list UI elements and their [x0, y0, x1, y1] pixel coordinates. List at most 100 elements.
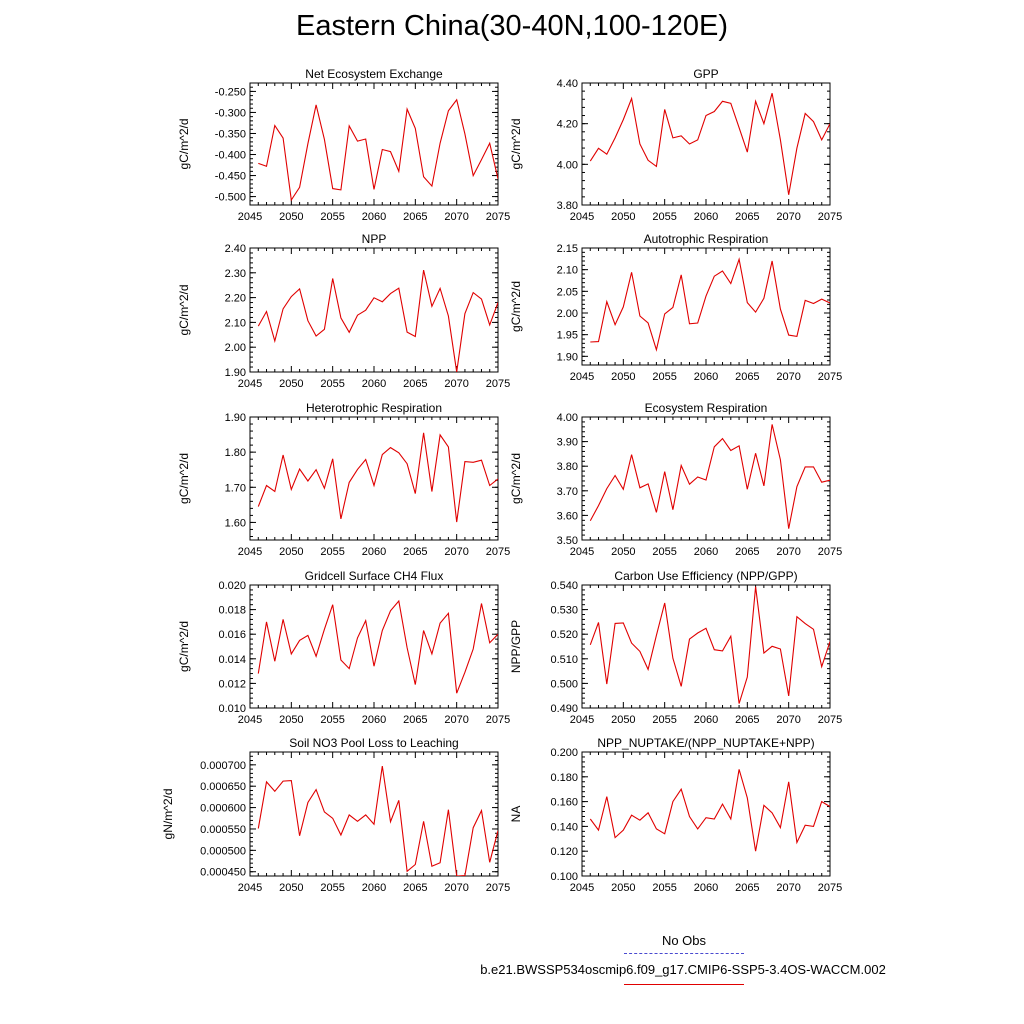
x-tick-label: 2055	[652, 546, 676, 558]
panel-5: Heterotrophic Respiration gC/m^2/d 2045 205…	[177, 401, 510, 558]
y-tick-label: 0.016	[218, 629, 246, 641]
legend-case-line	[624, 984, 744, 985]
y-tick-label: -0.250	[215, 86, 246, 98]
y-tick-label: 0.200	[550, 747, 578, 759]
panel-title: Gridcell Surface CH4 Flux	[305, 569, 444, 583]
plot-frame	[581, 82, 831, 206]
panel-title: NPP_NUPTAKE/(NPP_NUPTAKE+NPP)	[597, 736, 814, 750]
y-tick-label: 0.120	[550, 846, 578, 858]
series-line	[589, 586, 830, 704]
x-tick-label: 2070	[444, 211, 468, 223]
panel-title: Autotrophic Respiration	[644, 232, 769, 246]
y-tick-label: 1.60	[225, 517, 246, 529]
y-tick-label: 3.70	[557, 486, 578, 498]
y-tick-label: 4.20	[557, 119, 578, 131]
series-line	[257, 599, 498, 694]
y-tick-label: 0.140	[550, 821, 578, 833]
y-tick-label: 0.490	[550, 703, 578, 715]
series-line	[257, 269, 498, 372]
legend-obs-label: No Obs	[661, 933, 707, 948]
y-tick-label: 0.000700	[200, 760, 246, 772]
x-tick-label: 2050	[279, 882, 303, 894]
x-tick-label: 2045	[238, 546, 262, 558]
x-tick-label: 2045	[570, 211, 594, 223]
x-tick-label: 2075	[486, 882, 510, 894]
x-tick-label: 2070	[444, 378, 468, 390]
x-tick-label: 2045	[570, 882, 594, 894]
x-tick-label: 2060	[362, 882, 386, 894]
x-tick-label: 2055	[320, 378, 344, 390]
y-tick-label: 2.00	[557, 308, 578, 320]
x-tick-label: 2045	[570, 714, 594, 726]
series-line	[589, 424, 830, 529]
x-tick-label: 2060	[362, 378, 386, 390]
x-tick-label: 2045	[570, 546, 594, 558]
x-tick-label: 2070	[776, 546, 800, 558]
panel-7: Gridcell Surface CH4 Flux gC/m^2/d 2045 205…	[177, 569, 510, 726]
y-tick-label: 0.018	[218, 605, 246, 617]
x-tick-label: 2070	[776, 714, 800, 726]
panel-8: Carbon Use Efficiency (NPP/GPP) NPP/GPP 20…	[509, 569, 842, 726]
panel-title: NPP	[362, 232, 387, 246]
x-tick-label: 2050	[611, 546, 635, 558]
plot-frame	[249, 751, 499, 877]
x-tick-label: 2075	[486, 211, 510, 223]
panel-title: Heterotrophic Respiration	[306, 401, 442, 415]
panel-2: GPP gC/m^2/d 2045 2050 2055 2060 2065 2070 2075 3…	[509, 67, 842, 223]
y-tick-label: 1.90	[557, 351, 578, 363]
x-tick-label: 2045	[238, 882, 262, 894]
y-axis-label: gC/m^2/d	[177, 119, 191, 170]
x-tick-label: 2055	[320, 714, 344, 726]
y-tick-label: 3.50	[557, 535, 578, 547]
x-tick-label: 2065	[403, 714, 427, 726]
x-tick-label: 2060	[694, 714, 718, 726]
y-tick-label: 1.80	[225, 447, 246, 459]
y-tick-label: 0.012	[218, 678, 246, 690]
x-tick-label: 2055	[652, 211, 676, 223]
panel-title: Ecosystem Respiration	[645, 401, 768, 415]
y-axis-label: gC/m^2/d	[177, 285, 191, 336]
y-axis-label: NA	[509, 806, 523, 823]
y-tick-label: 0.000450	[200, 867, 246, 879]
x-tick-label: 2075	[818, 371, 842, 383]
x-tick-label: 2075	[486, 714, 510, 726]
y-tick-label: 2.20	[225, 293, 246, 305]
x-tick-label: 2065	[735, 371, 759, 383]
y-tick-label: 1.90	[225, 367, 246, 379]
panel-3: NPP gC/m^2/d 2045 2050 2055 2060 2065 2070 2075 1…	[177, 232, 510, 390]
panel-title: Carbon Use Efficiency (NPP/GPP)	[614, 569, 797, 583]
x-tick-label: 2070	[444, 882, 468, 894]
x-tick-label: 2070	[776, 211, 800, 223]
panel-6: Ecosystem Respiration gC/m^2/d 2045 2050 205…	[509, 401, 842, 558]
y-tick-label: 0.160	[550, 797, 578, 809]
y-tick-label: 0.000650	[200, 781, 246, 793]
x-tick-label: 2065	[735, 714, 759, 726]
panel-9: Soil NO3 Pool Loss to Leaching gN/m^2/d 20…	[161, 736, 510, 894]
y-axis-label: gN/m^2/d	[161, 789, 175, 840]
y-tick-label: 0.510	[550, 654, 578, 666]
x-tick-label: 2050	[279, 714, 303, 726]
y-tick-label: 0.180	[550, 772, 578, 784]
y-tick-label: 0.014	[218, 654, 246, 666]
x-tick-label: 2060	[362, 714, 386, 726]
y-tick-label: 3.80	[557, 200, 578, 212]
x-tick-label: 2065	[403, 546, 427, 558]
x-tick-label: 2055	[320, 546, 344, 558]
series-line	[589, 769, 830, 852]
y-tick-label: 1.70	[225, 482, 246, 494]
y-tick-label: 3.80	[557, 461, 578, 473]
panel-1: Net Ecosystem Exchange gC/m^2/d 2045 2050 20…	[177, 67, 510, 223]
x-tick-label: 2060	[694, 371, 718, 383]
y-axis-label: NPP/GPP	[509, 620, 523, 673]
x-tick-label: 2060	[362, 546, 386, 558]
series-line	[257, 766, 498, 876]
legend-case-label: b.e21.BWSSP534oscmip6.f09_g17.CMIP6-SSP5…	[480, 962, 886, 977]
x-tick-label: 2045	[570, 371, 594, 383]
plot-frame	[249, 247, 499, 373]
x-tick-label: 2065	[735, 546, 759, 558]
y-tick-label: 0.100	[550, 871, 578, 883]
y-tick-label: 0.000550	[200, 824, 246, 836]
series-line	[257, 432, 498, 523]
x-tick-label: 2075	[818, 882, 842, 894]
x-tick-label: 2055	[320, 211, 344, 223]
